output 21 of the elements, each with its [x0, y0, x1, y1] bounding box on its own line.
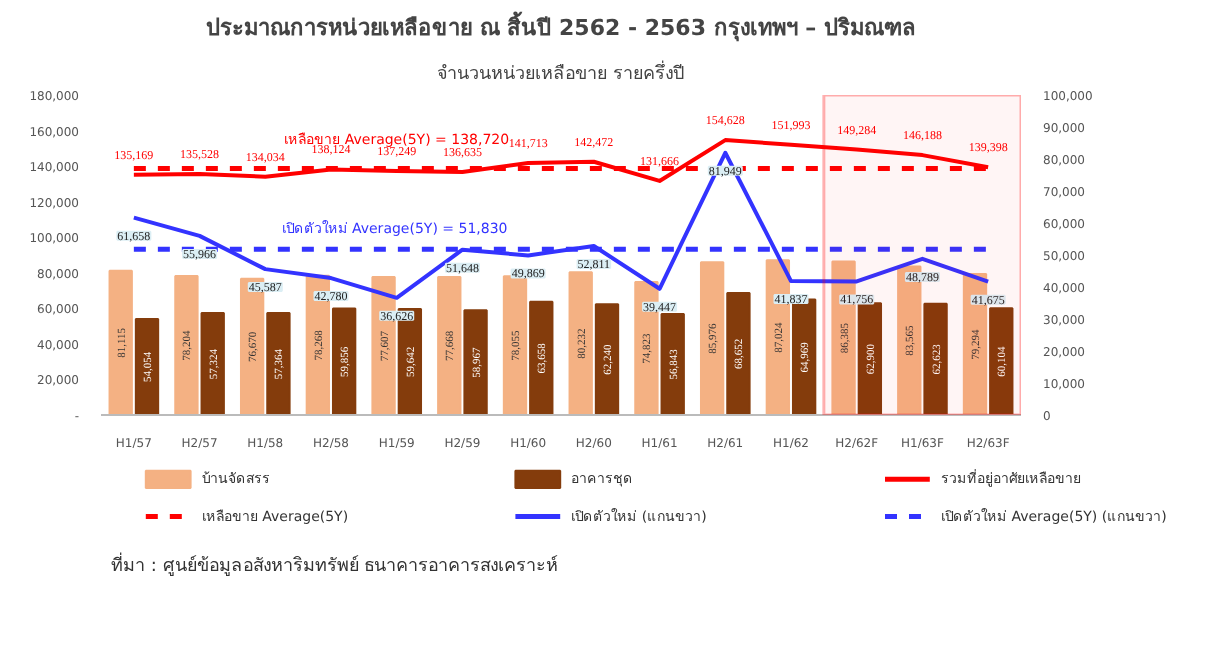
bar	[594, 303, 620, 415]
bar	[529, 300, 554, 415]
bar	[463, 309, 488, 415]
bar	[174, 274, 199, 415]
bar	[200, 312, 225, 415]
bar	[108, 269, 133, 415]
bar	[660, 312, 685, 415]
bar	[502, 275, 528, 415]
chart-subtitle: จำนวนหน่วยเหลือขาย รายครึ่งปี	[437, 59, 685, 85]
bar	[726, 291, 751, 415]
bar	[699, 261, 725, 415]
bar	[331, 307, 357, 415]
bar	[923, 302, 948, 415]
bar	[568, 271, 593, 415]
chart-title: ประมาณการหน่วยเหลือขาย ณ สิ้นปี 2562 - 2563 กรุงเทพฯ – ปริมณฑล	[206, 11, 916, 43]
text: ที่มา : ศูนย์ข้อมูลอสังหาริมทรัพย์ ธนาคารอาคารสงเคราะห์	[111, 551, 559, 577]
bar	[989, 307, 1014, 415]
bar	[437, 275, 462, 415]
bar	[134, 317, 160, 415]
bar	[857, 302, 883, 415]
bar	[266, 312, 291, 415]
